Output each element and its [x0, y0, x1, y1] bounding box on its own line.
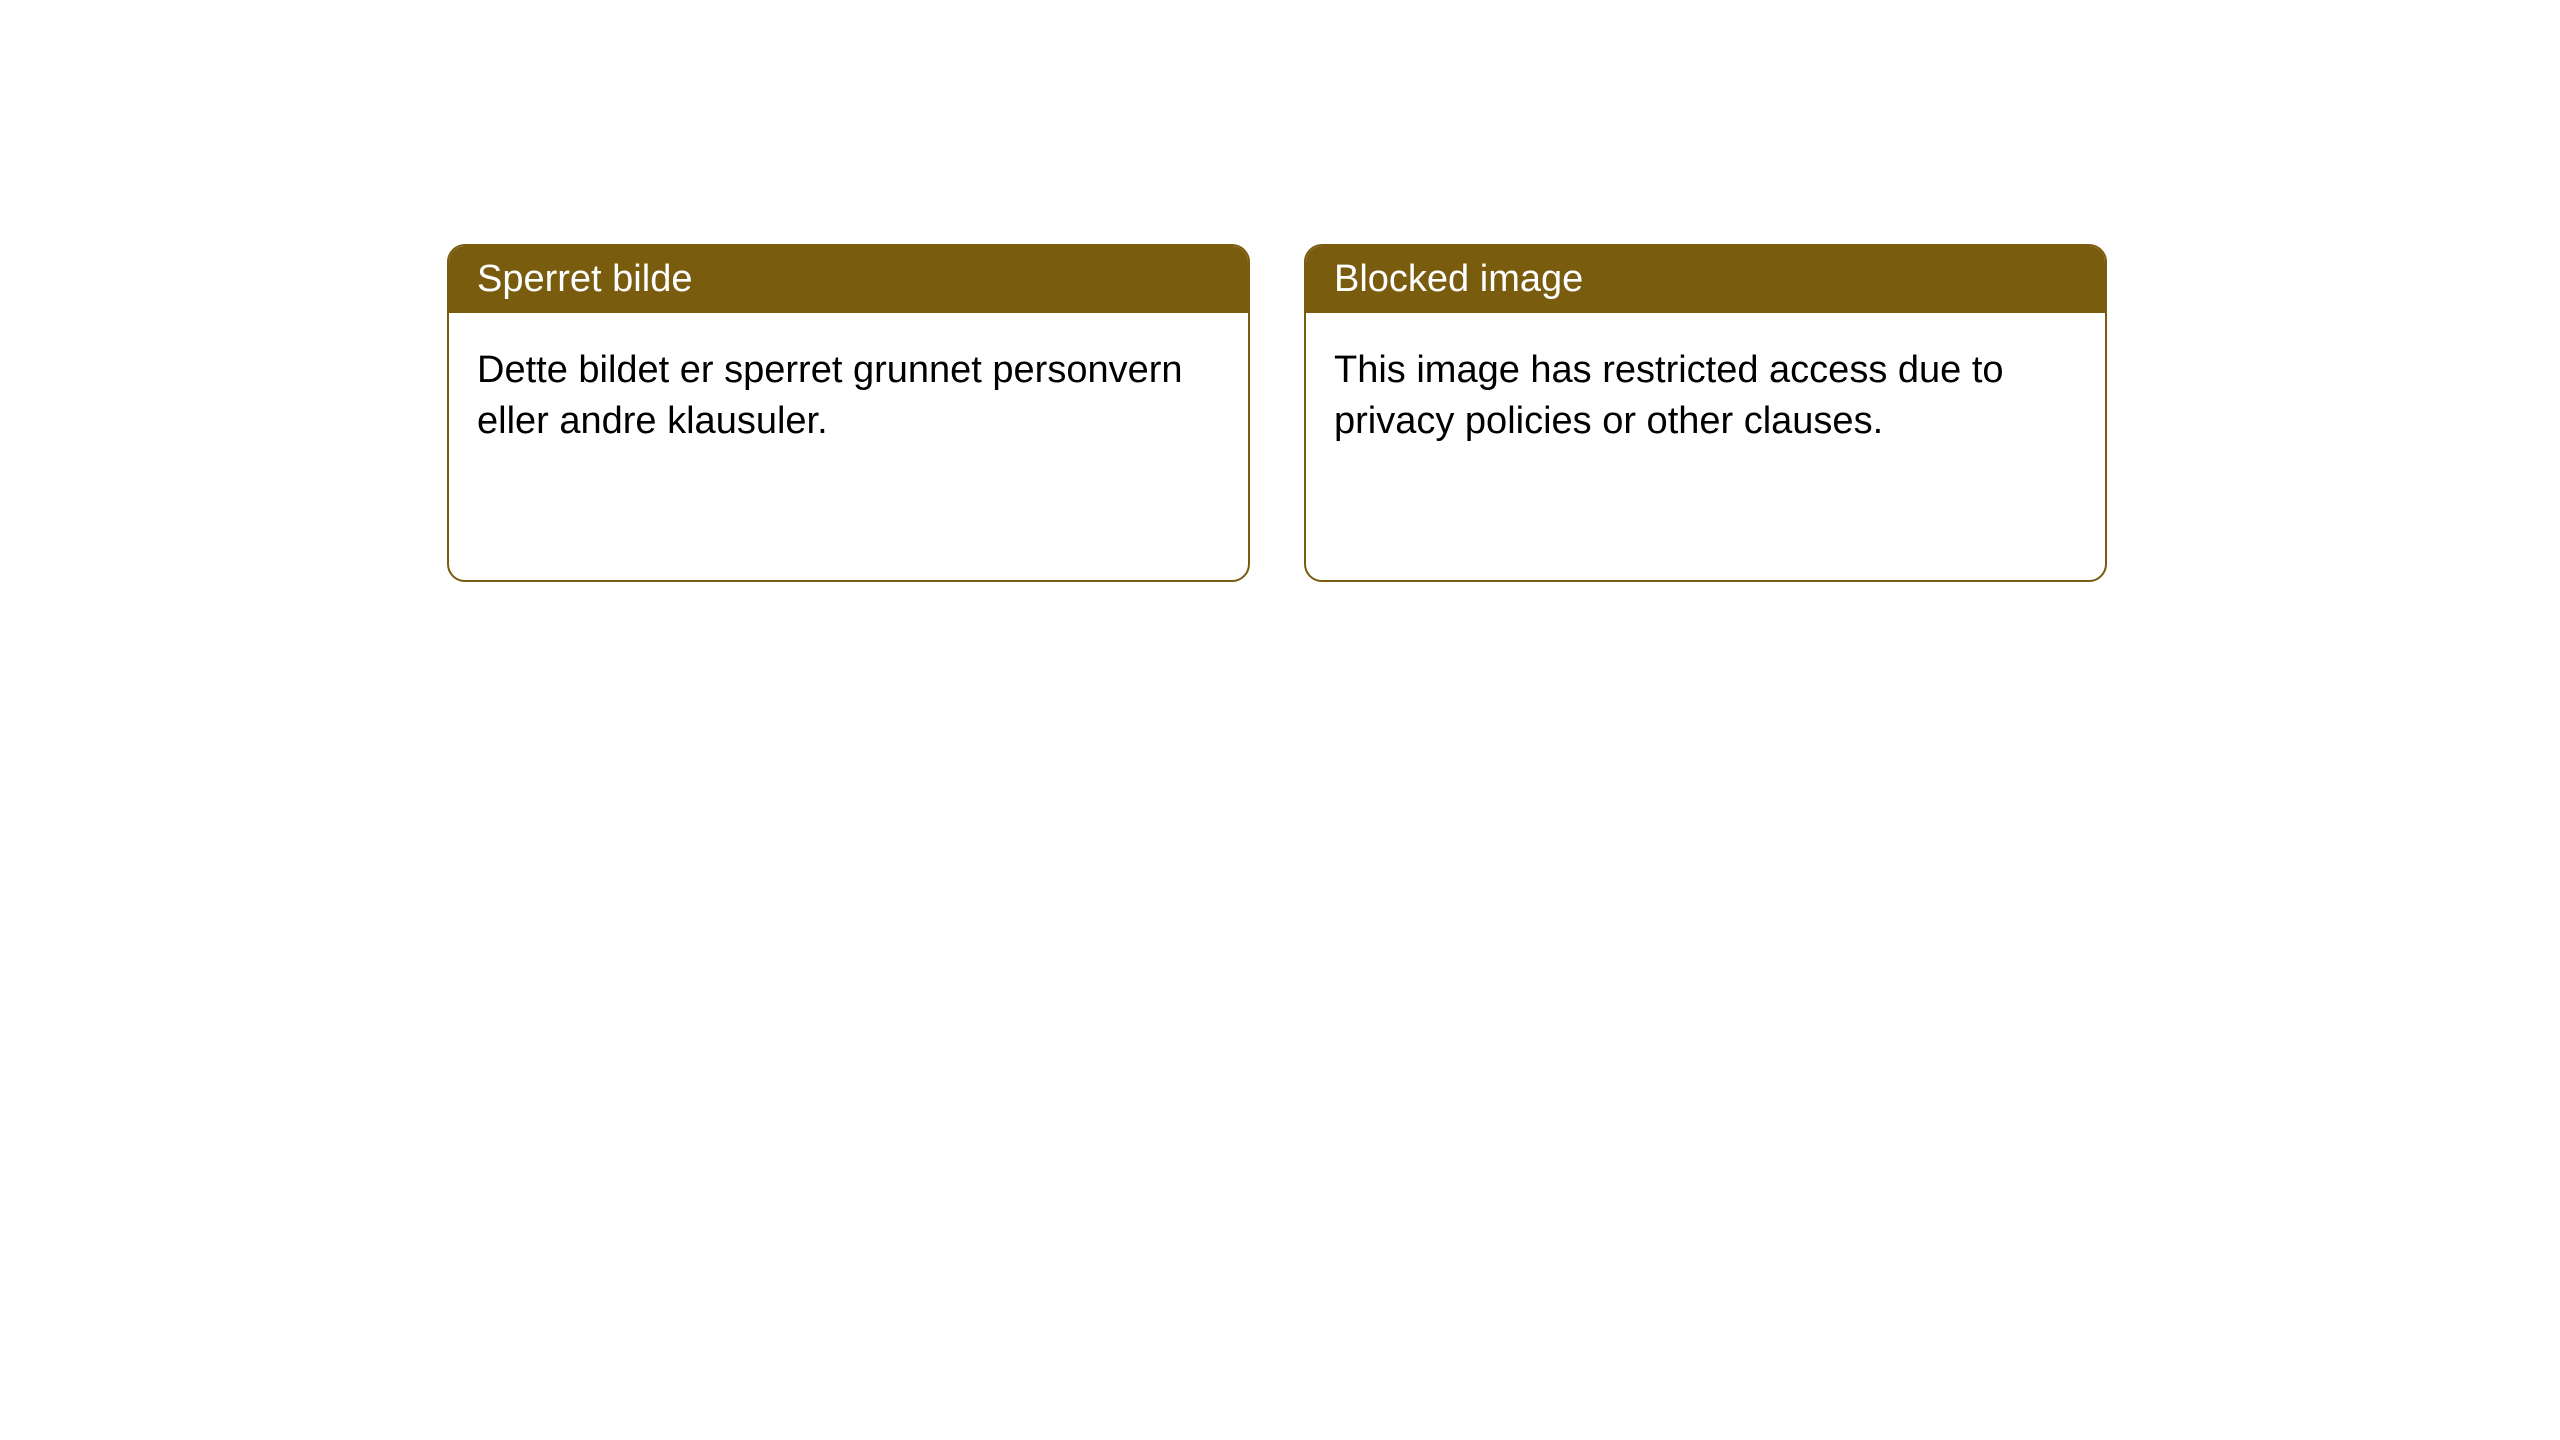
card-body: Dette bildet er sperret grunnet personve…: [449, 313, 1248, 480]
notice-card-norwegian: Sperret bilde Dette bildet er sperret gr…: [447, 244, 1250, 582]
card-title: Blocked image: [1334, 258, 1583, 300]
card-body-text: Dette bildet er sperret grunnet personve…: [477, 349, 1183, 442]
card-title: Sperret bilde: [477, 258, 692, 300]
card-body: This image has restricted access due to …: [1306, 313, 2105, 480]
card-header: Blocked image: [1306, 246, 2105, 313]
notice-container: Sperret bilde Dette bildet er sperret gr…: [447, 244, 2107, 582]
card-body-text: This image has restricted access due to …: [1334, 349, 2004, 442]
notice-card-english: Blocked image This image has restricted …: [1304, 244, 2107, 582]
card-header: Sperret bilde: [449, 246, 1248, 313]
